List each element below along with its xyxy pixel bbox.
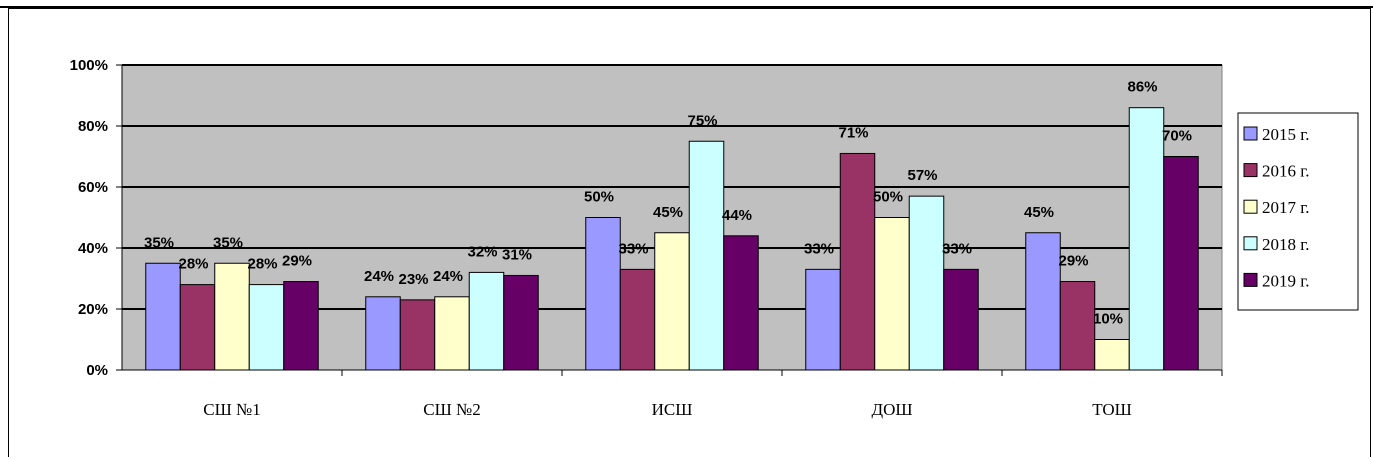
x-category-label: ДОШ [871, 400, 912, 419]
bar [503, 274, 539, 371]
data-label: 71% [838, 124, 868, 141]
bar [908, 195, 945, 371]
bar [145, 262, 181, 371]
data-label: 32% [467, 243, 497, 260]
legend-box [1237, 112, 1359, 311]
bar [179, 284, 216, 371]
legend-entry: 2019 г. [1262, 271, 1310, 290]
bar [283, 281, 319, 371]
bar [1128, 107, 1165, 371]
bar [654, 232, 690, 371]
data-label: 33% [618, 240, 648, 257]
bar [1025, 232, 1061, 371]
bar [585, 217, 621, 371]
bar [214, 262, 250, 371]
data-label: 23% [398, 271, 428, 288]
legend-swatch [1243, 199, 1258, 214]
y-tick-label: 100% [70, 57, 108, 74]
data-label: 29% [282, 253, 312, 270]
data-label: 45% [1024, 204, 1054, 221]
bar [619, 268, 656, 371]
data-labels: 35%28%35%28% 29%24% 23% 24%32% 31%50%33%45%7… [144, 79, 1192, 328]
bar [365, 296, 401, 371]
bar [434, 296, 470, 371]
x-category-label: СШ №1 [203, 400, 260, 419]
data-label: 31% [502, 246, 532, 263]
bars [145, 107, 1199, 371]
bar [399, 299, 436, 371]
bar [943, 268, 979, 371]
bar [1059, 281, 1096, 371]
data-label: 10% [1093, 311, 1123, 328]
legend-swatch [1243, 163, 1258, 178]
data-label: 35% [213, 234, 243, 251]
y-tick-label: 40% [78, 240, 108, 257]
bar [805, 268, 841, 371]
data-label: 24% [364, 268, 394, 285]
bar [468, 271, 505, 371]
bar [839, 152, 876, 371]
data-label: 28% [247, 256, 277, 273]
data-label: 75% [687, 112, 717, 129]
legend-swatch [1243, 126, 1258, 141]
data-label: 70% [1162, 128, 1192, 145]
data-label: 33% [942, 240, 972, 257]
data-label: 29% [1058, 253, 1088, 270]
bar [1163, 156, 1199, 371]
y-tick-label: 20% [78, 301, 108, 318]
data-label: 24% [433, 268, 463, 285]
data-label: 28% [178, 256, 208, 273]
axes: 0% 20% 40% 60% 80% 100% СШ №1 СШ №2 ИСШ ДОШ ТОШ [70, 57, 1223, 419]
x-category-label: СШ №2 [423, 400, 480, 419]
legend-entry: 2018 г. [1262, 235, 1310, 254]
y-tick-label: 0% [86, 362, 108, 379]
data-label: 44% [722, 207, 752, 224]
data-label: 45% [653, 204, 683, 221]
x-category-label: ТОШ [1092, 400, 1132, 419]
x-category-label: ИСШ [652, 400, 693, 419]
bar [248, 284, 285, 371]
legend-entry: 2016 г. [1262, 162, 1310, 181]
data-label: 35% [144, 234, 174, 251]
legend-swatch [1243, 272, 1258, 287]
data-label: 50% [873, 189, 903, 206]
data-label: 50% [584, 189, 614, 206]
bar [723, 235, 759, 371]
legend-entry: 2017 г. [1262, 198, 1310, 217]
data-label: 33% [804, 240, 834, 257]
legend-entry: 2015 г. [1262, 125, 1310, 144]
legend-swatch [1243, 236, 1258, 251]
legend: 2015 г. 2016 г. 2017 г. 2018 г. 2019 г. [1237, 112, 1359, 311]
y-tick-label: 60% [78, 179, 108, 196]
bar [688, 140, 725, 371]
data-label: 57% [907, 167, 937, 184]
bar [874, 217, 910, 371]
top-rule [0, 6, 1373, 8]
data-label: 86% [1127, 79, 1157, 96]
bar [1094, 339, 1130, 371]
y-tick-label: 80% [78, 118, 108, 135]
